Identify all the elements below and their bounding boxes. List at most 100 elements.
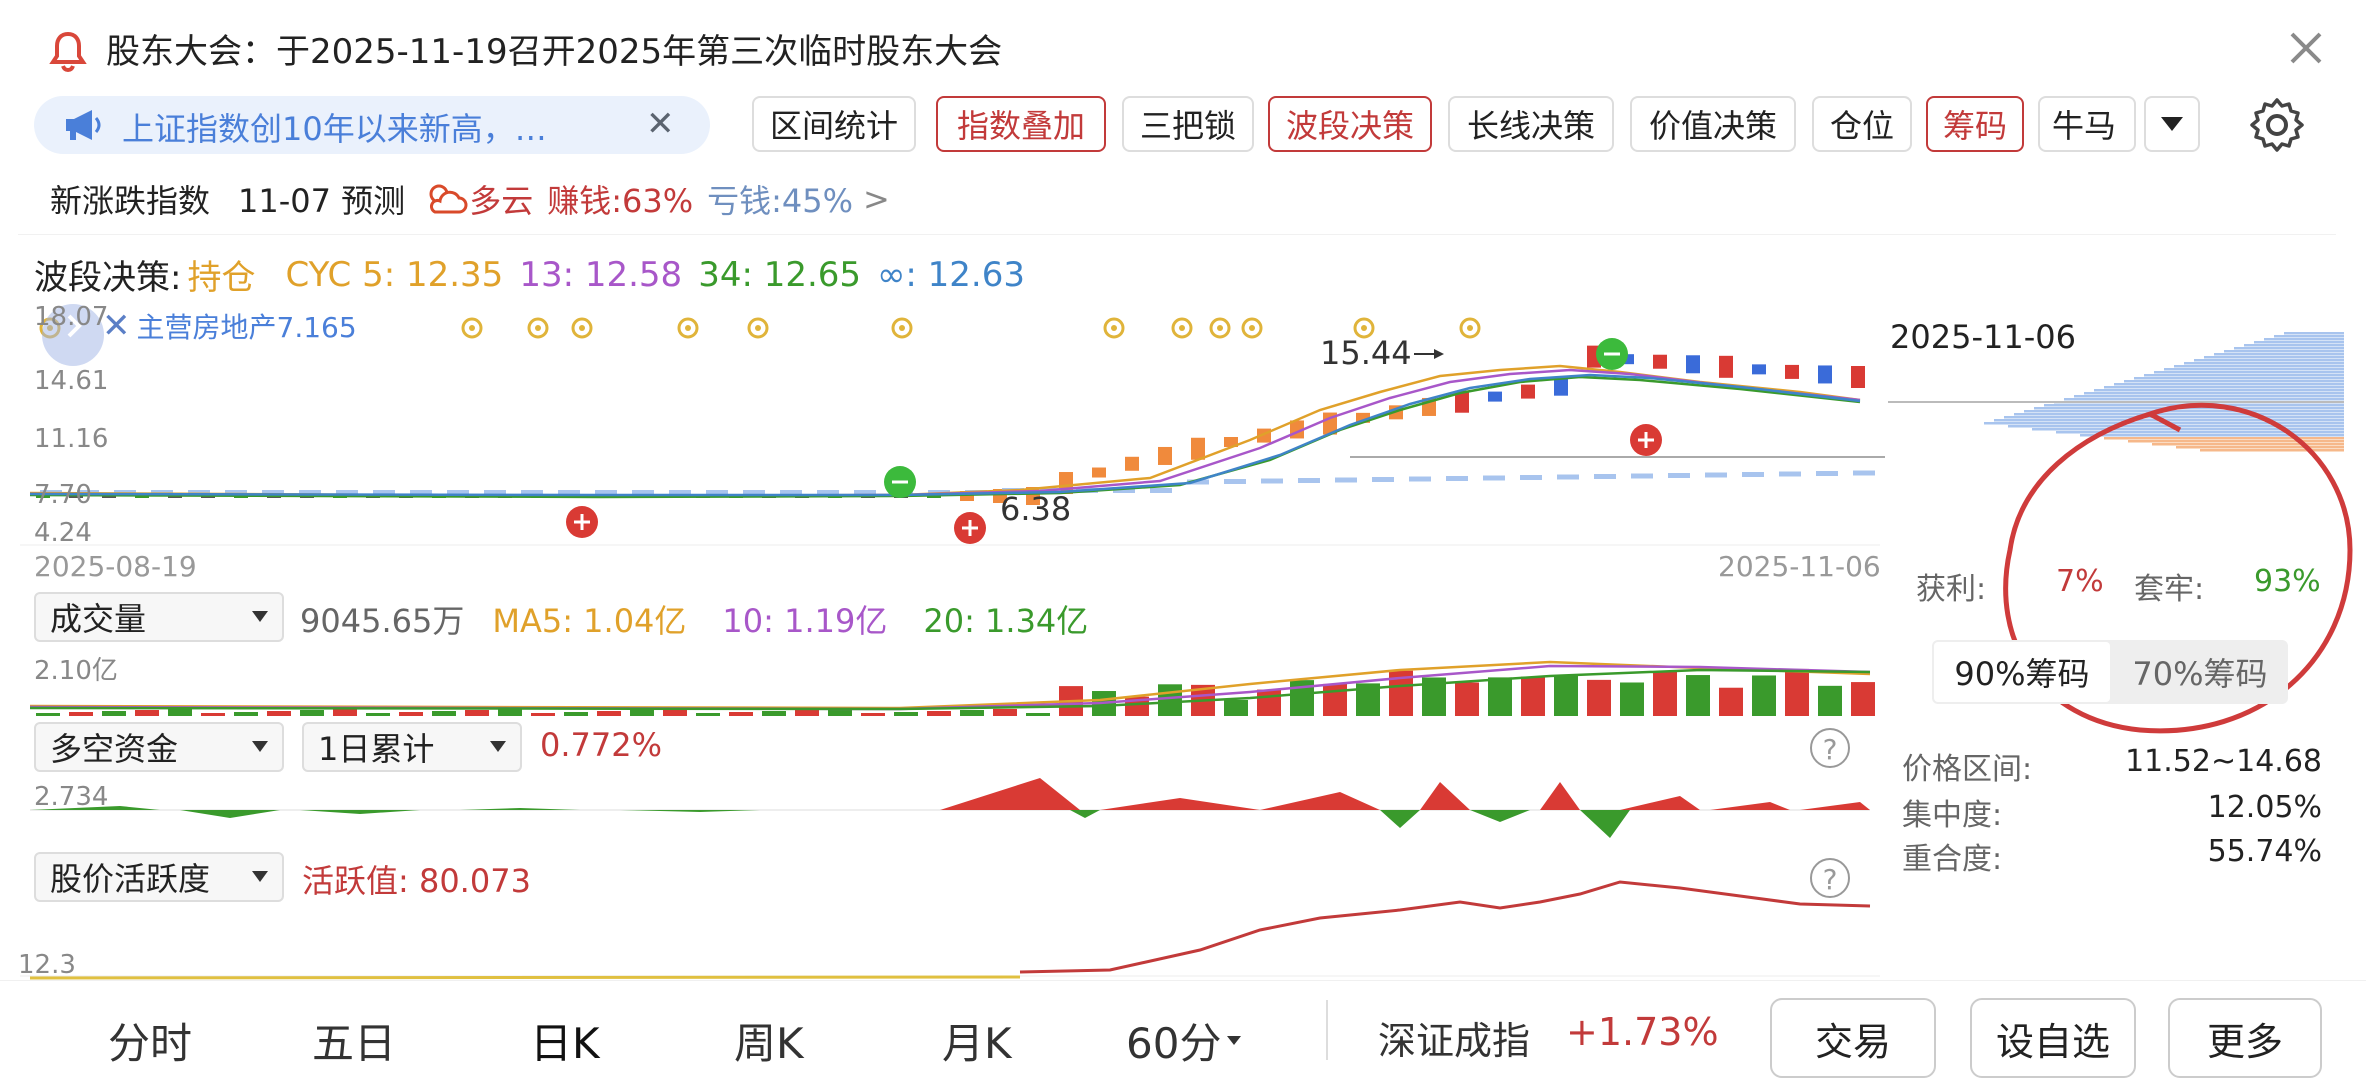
overlay-dash xyxy=(669,490,691,495)
volume-bar xyxy=(597,711,621,716)
chevron-right-icon[interactable] xyxy=(60,312,88,340)
volume-bar xyxy=(1785,668,1809,716)
overlay-dash xyxy=(188,490,210,495)
overlay-dash xyxy=(1483,475,1505,481)
chip-bar xyxy=(2024,410,2344,413)
volume-bar xyxy=(828,709,852,716)
help-icon[interactable]: ? xyxy=(1810,858,1850,898)
signal-dot xyxy=(1179,325,1185,331)
add-watchlist-button[interactable]: 设自选 xyxy=(1970,998,2136,1078)
overlay-dash xyxy=(780,490,802,495)
range-stats-button[interactable]: 区间统计 xyxy=(752,96,916,152)
notice-bar[interactable]: 股东大会：于2025-11-19召开2025年第三次临时股东大会 xyxy=(0,0,2366,100)
candle xyxy=(1356,412,1370,423)
index-change: +1.73% xyxy=(1566,1010,1719,1054)
expand-handle[interactable] xyxy=(42,304,104,366)
more-button[interactable]: 更多 xyxy=(2168,998,2322,1078)
fund-value: 0.772% xyxy=(540,726,663,764)
volume-bar xyxy=(861,713,885,716)
fund-y-tick: 2.734 xyxy=(34,782,109,812)
tab-60min[interactable]: 60分 xyxy=(1126,1010,1242,1071)
market-sentiment-line[interactable]: 新涨跌指数 11-07 预测 多云 赚钱:63% 亏钱:45% > xyxy=(50,176,890,222)
three-locks-button[interactable]: 三把锁 xyxy=(1122,96,1254,152)
volume-bar xyxy=(1257,689,1281,716)
volume-bar xyxy=(1224,699,1248,716)
gain-ratio: 赚钱:63% xyxy=(547,182,694,220)
fund-period-select[interactable]: 1日累计 xyxy=(302,722,522,772)
more-tools-dropdown[interactable] xyxy=(2144,96,2200,152)
chip-bar xyxy=(2104,386,2344,389)
candle xyxy=(1488,391,1502,402)
tab-weekly-k[interactable]: 周K xyxy=(734,1019,804,1068)
fund-indicator-select[interactable]: 多空资金 xyxy=(34,722,284,772)
volume-bar xyxy=(795,710,819,716)
tab-monthly-k[interactable]: 月K xyxy=(942,1019,1012,1068)
chip-bar xyxy=(2094,389,2344,392)
signal-dot xyxy=(1249,325,1255,331)
volume-bar xyxy=(432,711,456,716)
chips-button[interactable]: 筹码 xyxy=(1926,96,2024,152)
activity-indicator-select[interactable]: 股价活跃度 xyxy=(34,852,284,902)
signal-dot xyxy=(685,325,691,331)
volume-bar xyxy=(1752,675,1776,716)
overlay-close-icon[interactable]: ✕ xyxy=(102,306,131,346)
gear-icon[interactable] xyxy=(2248,96,2306,154)
high-price-label: 15.44 xyxy=(1320,334,1412,372)
volume-bar xyxy=(927,711,951,716)
candle xyxy=(1158,446,1172,465)
chip-bar xyxy=(2234,347,2344,350)
caret-down-icon xyxy=(490,741,506,752)
low-price-label: 6.38 xyxy=(1000,490,1072,528)
chip-bar xyxy=(2224,350,2344,353)
candle xyxy=(1653,354,1667,369)
index-name[interactable]: 深证成指 xyxy=(1378,1019,1531,1063)
value-decision-button[interactable]: 价值决策 xyxy=(1630,96,1796,152)
chip-bar xyxy=(2084,392,2344,395)
signal-dot xyxy=(579,325,585,331)
help-icon[interactable]: ? xyxy=(1810,728,1850,768)
overlay-dash xyxy=(854,490,876,495)
tab-five-day[interactable]: 五日 xyxy=(312,1019,397,1068)
candle xyxy=(960,491,974,501)
tab-daily-k[interactable]: 日K xyxy=(530,1019,600,1068)
price-range-label: 价格区间: xyxy=(1902,752,2033,787)
overlay-dash xyxy=(484,490,506,495)
caret-down-icon xyxy=(1227,1036,1242,1045)
overlay-dash xyxy=(336,490,358,495)
volume-bar xyxy=(1323,683,1347,716)
close-icon[interactable] xyxy=(2284,26,2328,70)
tab-70-chips[interactable]: 70%筹码 xyxy=(2132,655,2268,693)
candle xyxy=(1521,384,1535,399)
divider xyxy=(0,980,2366,981)
chip-bar xyxy=(2194,359,2344,362)
overlap-value: 55.74% xyxy=(2207,834,2322,869)
tab-90-chips[interactable]: 90%筹码 xyxy=(1934,642,2110,702)
candle xyxy=(1719,355,1733,378)
candle xyxy=(1224,437,1238,448)
bull-bear-button[interactable]: 牛马 xyxy=(2038,96,2136,152)
overlay-dash xyxy=(1261,478,1283,484)
overlay-dash xyxy=(1779,471,1801,477)
overlay-dash xyxy=(1853,470,1875,476)
news-ticker[interactable]: 上证指数创10年以来新高，… ✕ xyxy=(34,96,710,154)
volume-legend: 9045.65万 MA5: 1.04亿 10: 1.19亿 20: 1.34亿 xyxy=(300,596,1088,642)
volume-bar xyxy=(564,712,588,716)
signal-dot xyxy=(899,325,905,331)
index-overlay-button[interactable]: 指数叠加 xyxy=(936,96,1106,152)
chip-bar xyxy=(2200,449,2344,452)
volume-indicator-select[interactable]: 成交量 xyxy=(34,592,284,642)
kline-chart[interactable] xyxy=(0,300,1890,590)
overlay-dash xyxy=(1187,479,1209,485)
tab-intraday[interactable]: 分时 xyxy=(108,1019,193,1068)
position-button[interactable]: 仓位 xyxy=(1812,96,1912,152)
news-close-icon[interactable]: ✕ xyxy=(646,104,675,144)
band-decision-button[interactable]: 波段决策 xyxy=(1268,96,1432,152)
volume-ma20: 20: 1.34亿 xyxy=(923,602,1089,640)
long-decision-button[interactable]: 长线决策 xyxy=(1448,96,1614,152)
overlay-dash xyxy=(1113,488,1135,493)
signal-dot xyxy=(755,325,761,331)
candle xyxy=(1554,377,1568,396)
volume-bar xyxy=(1026,713,1050,716)
trade-button[interactable]: 交易 xyxy=(1770,998,1936,1078)
overlay-dash xyxy=(632,490,654,495)
